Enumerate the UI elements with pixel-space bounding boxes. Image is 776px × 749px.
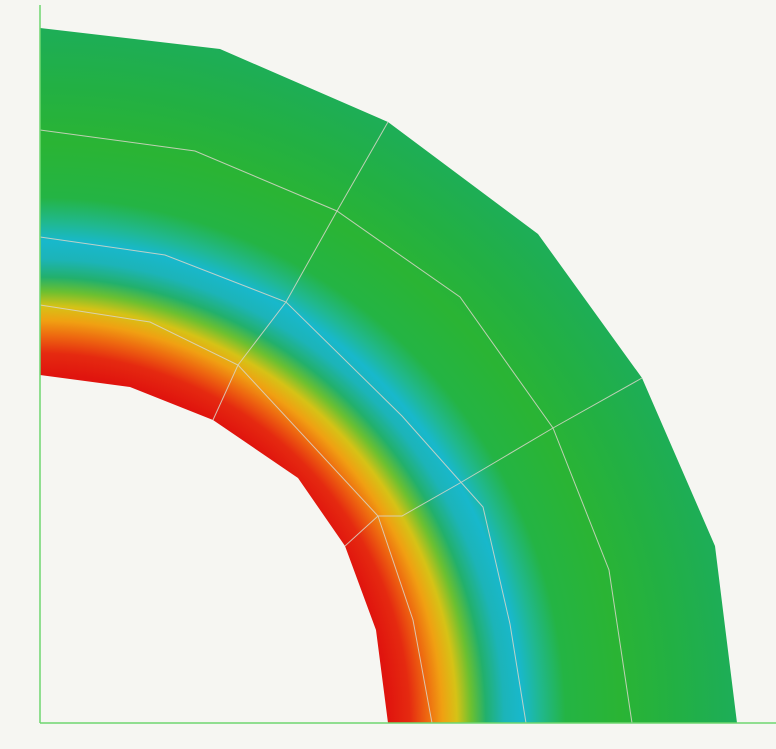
mesh-arc-3 — [39, 129, 633, 724]
annular-region — [40, 28, 737, 723]
mesh-arc-1 — [39, 304, 433, 724]
mesh-radial-2 — [344, 377, 643, 547]
mesh-arc-2 — [39, 236, 527, 724]
mesh-lines — [39, 121, 643, 724]
mesh-radial-1 — [212, 121, 389, 421]
axes — [39, 5, 776, 724]
